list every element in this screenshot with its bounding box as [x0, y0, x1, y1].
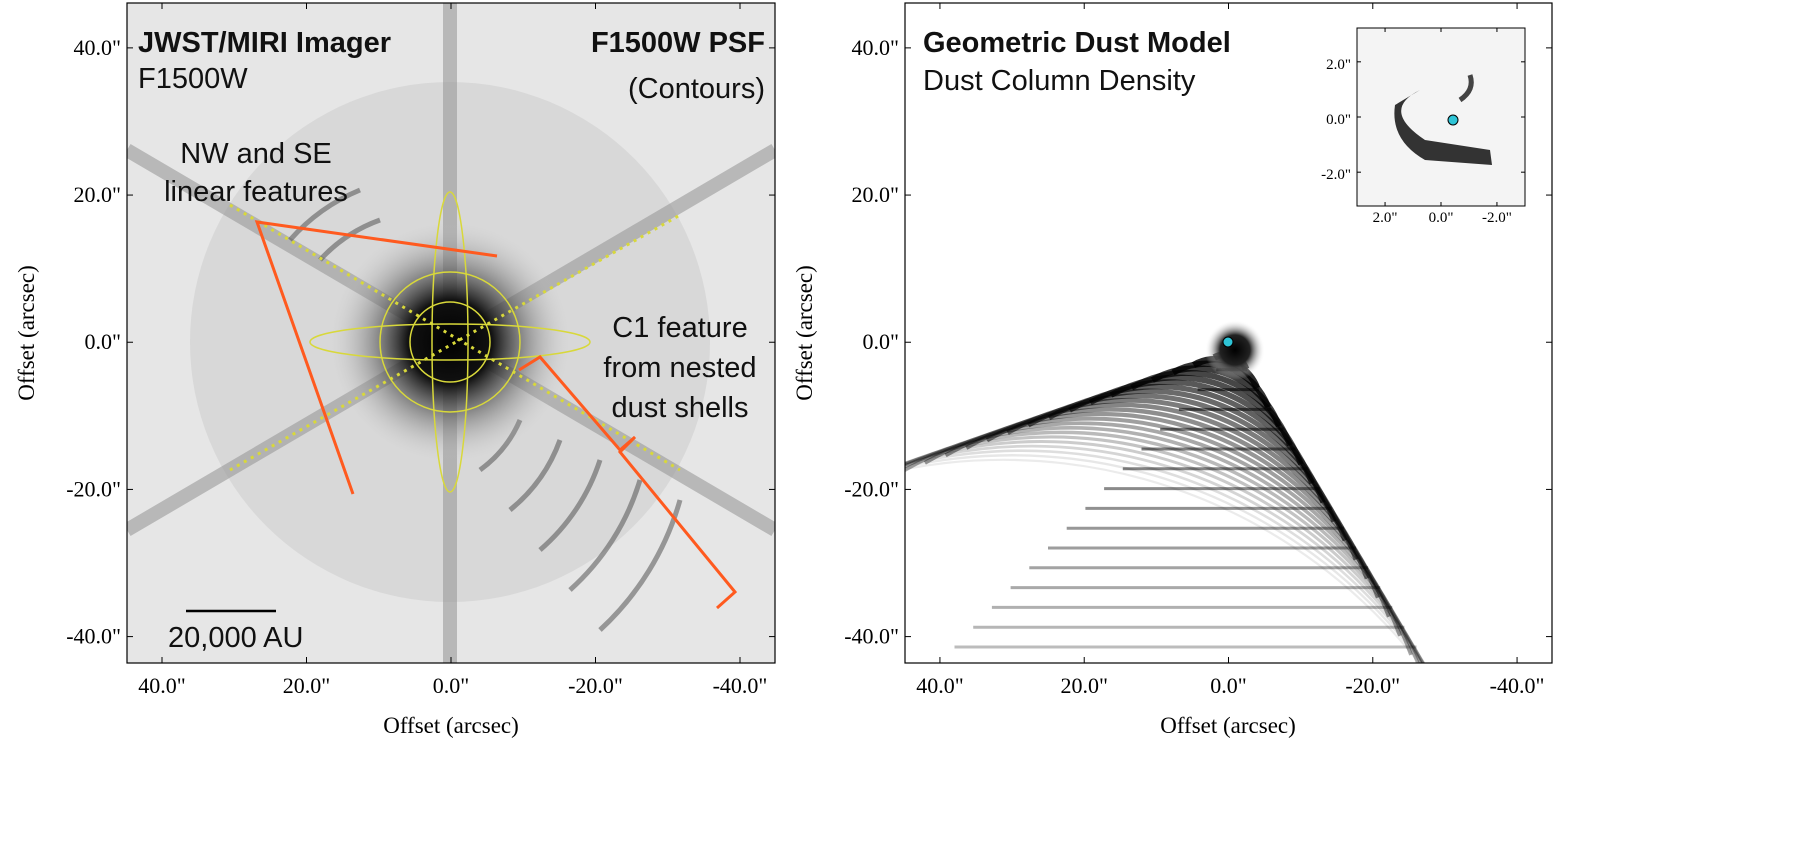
dust-shell — [944, 411, 1391, 618]
psf-contours — [229, 191, 681, 493]
y-tick-label: 0.0" — [1326, 112, 1351, 128]
annotation-c1: dust shells — [611, 392, 748, 424]
y-tick-label: -40.0" — [844, 624, 899, 649]
x-axis-label: Offset (arcsec) — [1160, 713, 1296, 738]
y-tick-label: -20.0" — [844, 476, 899, 501]
x-tick-label: 20.0" — [1060, 673, 1107, 698]
y-tick-label: 0.0" — [863, 329, 899, 354]
y-tick-label: 40.0" — [852, 35, 899, 60]
y-tick-label: -20.0" — [66, 476, 121, 501]
dust-shell — [905, 426, 1420, 663]
x-tick-label: 0.0" — [1429, 210, 1454, 226]
annotation-lines — [254, 220, 738, 610]
y-tick-label: 0.0" — [85, 329, 121, 354]
dust-shell — [905, 440, 1426, 663]
dust-shell — [923, 416, 1402, 637]
x-axis-label: Offset (arcsec) — [383, 713, 519, 738]
x-tick-label: -20.0" — [1345, 673, 1400, 698]
x-tick-label: -2.0" — [1482, 210, 1512, 226]
dust-shell — [965, 407, 1381, 599]
y-tick-label: 20.0" — [852, 182, 899, 207]
x-tick-label: -40.0" — [1490, 673, 1545, 698]
y-tick-label: -40.0" — [66, 624, 121, 649]
x-tick-label: 0.0" — [433, 673, 469, 698]
y-axis-label: Offset (arcsec) — [792, 265, 817, 401]
panel-title: Geometric Dust Model — [923, 27, 1231, 59]
annotation-c1: C1 feature — [612, 312, 747, 344]
x-tick-label: 40.0" — [138, 673, 185, 698]
dust-shell — [905, 444, 1426, 663]
psf-subtitle: (Contours) — [628, 73, 765, 105]
dust-shell — [905, 449, 1425, 663]
dust-shell — [905, 454, 1423, 663]
x-tick-label: 0.0" — [1210, 673, 1246, 698]
psf-title: F1500W PSF — [591, 27, 765, 59]
annotation-nw-se: NW and SE — [180, 138, 332, 170]
annotation-c1: from nested — [603, 352, 756, 384]
x-tick-label: -40.0" — [713, 673, 768, 698]
scale-bar-label: 20,000 AU — [168, 622, 303, 654]
dust-shell — [905, 430, 1423, 663]
panel-subtitle: F1500W — [138, 63, 248, 95]
inset — [1356, 27, 1526, 207]
dust-shell — [1006, 397, 1359, 561]
panel-title: JWST/MIRI Imager — [138, 27, 391, 59]
y-tick-label: 40.0" — [74, 35, 121, 60]
y-tick-label: 20.0" — [74, 182, 121, 207]
x-tick-label: 2.0" — [1373, 210, 1398, 226]
dust-shell — [905, 435, 1425, 663]
panel-subtitle: Dust Column Density — [923, 65, 1196, 97]
y-tick-label: 2.0" — [1326, 57, 1351, 73]
miri-image — [127, 3, 775, 663]
annotation-nw-se: linear features — [164, 176, 348, 208]
dust-shell — [905, 458, 1421, 663]
star-marker — [1447, 114, 1459, 126]
x-tick-label: 20.0" — [283, 673, 330, 698]
y-axis-label: Offset (arcsec) — [14, 265, 39, 401]
star-marker — [1222, 336, 1234, 348]
dust-model-image — [905, 3, 1552, 663]
dust-shell — [985, 402, 1370, 580]
dust-shell — [905, 421, 1413, 656]
x-tick-label: 40.0" — [916, 673, 963, 698]
y-tick-label: -2.0" — [1321, 167, 1351, 183]
x-tick-label: -20.0" — [568, 673, 623, 698]
